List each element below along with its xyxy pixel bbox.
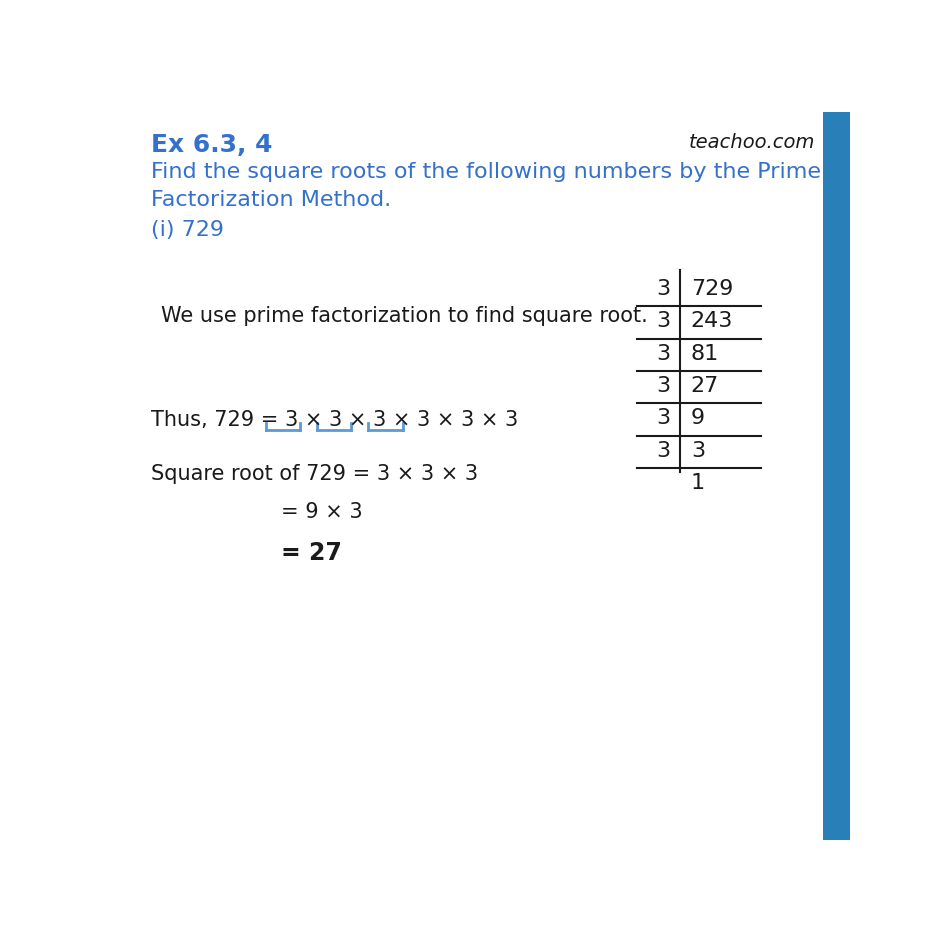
Text: We use prime factorization to find square root.: We use prime factorization to find squar… — [160, 306, 647, 326]
Text: = 27: = 27 — [280, 540, 342, 565]
Text: 9: 9 — [690, 408, 704, 428]
Text: 3: 3 — [656, 408, 670, 428]
Text: 729: 729 — [690, 278, 733, 298]
Text: 1: 1 — [690, 473, 704, 493]
Text: Ex 6.3, 4: Ex 6.3, 4 — [150, 132, 272, 157]
Text: 3: 3 — [690, 440, 704, 460]
Text: 27: 27 — [690, 376, 718, 396]
Text: 3: 3 — [656, 311, 670, 331]
Text: Square root of 729 = 3 × 3 × 3: Square root of 729 = 3 × 3 × 3 — [150, 464, 478, 483]
Text: 3: 3 — [656, 278, 670, 298]
Text: Thus, 729 = 3 × 3 × 3 × 3 × 3 × 3: Thus, 729 = 3 × 3 × 3 × 3 × 3 × 3 — [150, 410, 517, 430]
Text: 81: 81 — [690, 344, 718, 363]
Text: = 9 × 3: = 9 × 3 — [280, 501, 362, 522]
Text: 3: 3 — [656, 376, 670, 396]
Text: 3: 3 — [656, 344, 670, 363]
Text: (i) 729: (i) 729 — [150, 220, 224, 240]
Text: teachoo.com: teachoo.com — [688, 132, 815, 151]
Text: Find the square roots of the following numbers by the Prime: Find the square roots of the following n… — [150, 161, 819, 181]
Text: 3: 3 — [656, 440, 670, 460]
Text: Factorization Method.: Factorization Method. — [150, 190, 391, 211]
Text: 243: 243 — [690, 311, 733, 331]
Bar — [822, 113, 850, 840]
